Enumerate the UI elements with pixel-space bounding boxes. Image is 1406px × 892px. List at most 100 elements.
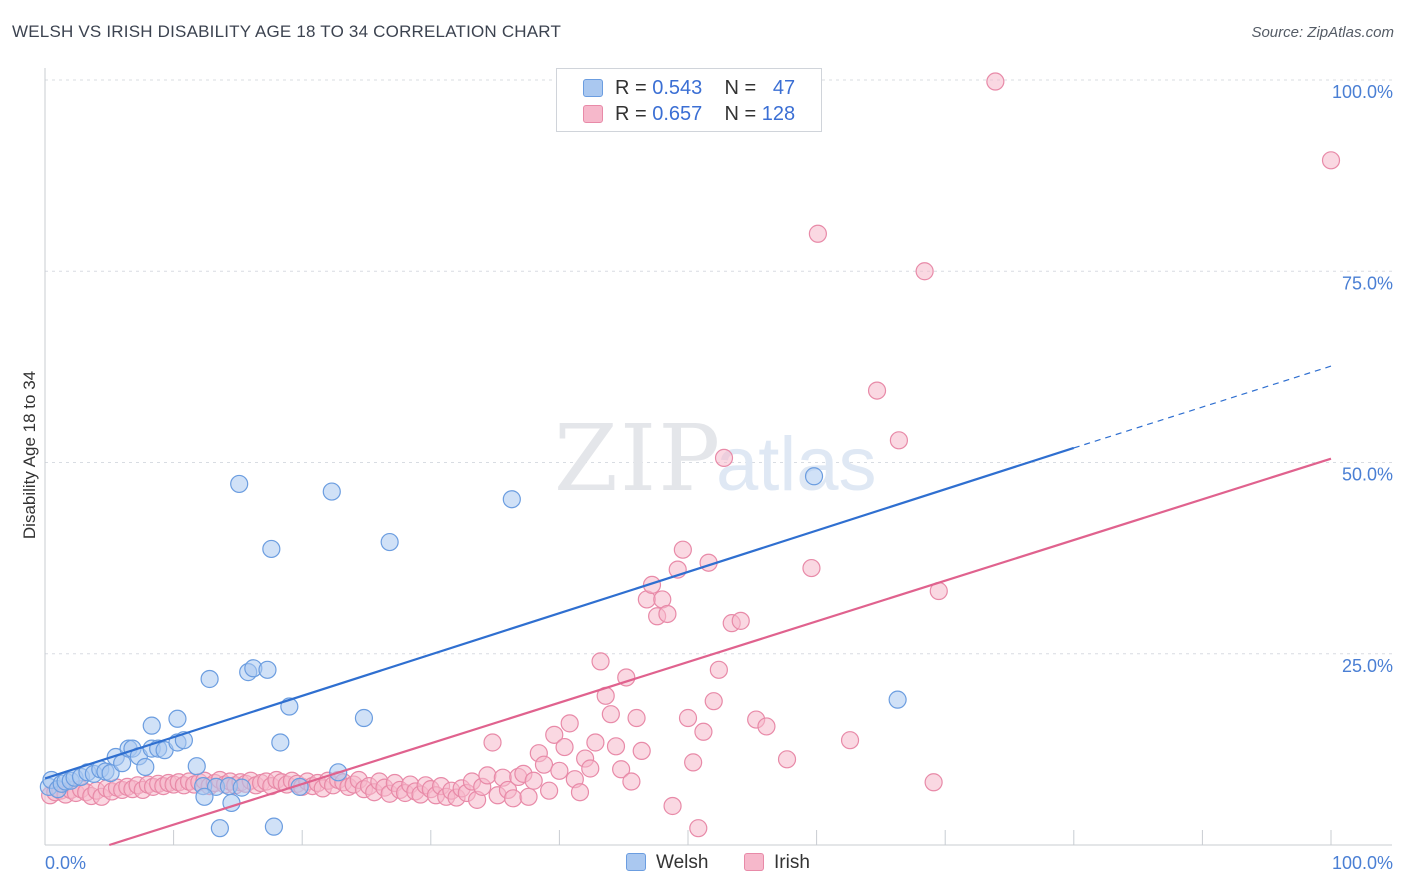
irish-point	[924, 773, 943, 792]
irish-point	[591, 652, 610, 671]
grid-lines	[45, 79, 1392, 655]
irish-point	[731, 611, 750, 630]
welsh-legend-label: Welsh	[656, 852, 709, 873]
irish-point	[678, 708, 698, 728]
legend-item-welsh[interactable]: Welsh	[626, 852, 708, 874]
irish-point	[478, 766, 497, 785]
watermark-atlas: atlas	[716, 422, 877, 507]
irish-point	[777, 750, 797, 769]
irish-swatch	[583, 105, 603, 123]
irish-point	[545, 725, 564, 744]
welsh-swatch	[583, 79, 603, 97]
irish-point	[689, 819, 708, 838]
r-value-irish: 0.657	[652, 103, 703, 125]
welsh-legend-swatch	[626, 853, 646, 871]
irish-point	[560, 714, 579, 733]
irish-point	[757, 717, 776, 736]
irish-point	[601, 705, 620, 724]
irish-point	[673, 540, 692, 559]
irish-point	[714, 448, 734, 468]
stats-legend: R = 0.543 N = 47 R = 0.657 N = 128	[556, 68, 822, 132]
welsh-point	[136, 757, 155, 777]
irish-point	[986, 72, 1005, 91]
source-label: Source: ZipAtlas.com	[1251, 24, 1394, 41]
r-label: R =	[615, 77, 647, 99]
irish-point	[483, 733, 502, 752]
irish-point	[540, 781, 559, 800]
irish-point	[709, 660, 728, 679]
irish-point	[622, 772, 641, 791]
irish-point	[606, 737, 626, 756]
welsh-trend-extension	[1073, 365, 1332, 449]
n-label: N =	[724, 77, 757, 99]
welsh-point	[168, 709, 187, 728]
watermark: ZIP atlas	[554, 405, 877, 512]
irish-point	[684, 753, 703, 772]
welsh-point	[888, 690, 907, 709]
welsh-points	[39, 467, 907, 838]
x-tick-label: 0.0%	[45, 853, 86, 873]
welsh-point	[101, 763, 120, 783]
irish-point	[642, 575, 662, 595]
welsh-point	[187, 757, 206, 776]
welsh-point	[271, 733, 290, 752]
irish-trend-line	[108, 457, 1332, 847]
welsh-point	[232, 778, 251, 797]
irish-point	[627, 708, 646, 728]
irish-point	[570, 783, 590, 802]
chart-title: WELSH VS IRISH DISABILITY AGE 18 TO 34 C…	[12, 22, 562, 41]
welsh-point	[200, 669, 219, 689]
y-tick-label: 75.0%	[1342, 273, 1393, 293]
tick-labels: 25.0% 50.0% 75.0% 100.0% 0.0% 100.0%	[45, 82, 1393, 873]
irish-point	[704, 692, 723, 711]
irish-point	[663, 796, 682, 816]
irish-point	[889, 431, 909, 450]
irish-point	[867, 381, 887, 400]
irish-point	[612, 760, 631, 779]
welsh-point	[142, 716, 161, 735]
axes	[44, 68, 1392, 846]
irish-legend-label: Irish	[774, 852, 810, 873]
irish-point	[586, 733, 605, 752]
legend-row-welsh-text: R = 0.543 N = 47	[615, 77, 795, 100]
welsh-point	[210, 819, 229, 838]
irish-point	[632, 741, 651, 761]
welsh-point	[264, 817, 284, 836]
irish-point	[802, 558, 821, 578]
irish-point	[550, 761, 569, 780]
irish-legend-swatch	[744, 853, 764, 871]
irish-point	[1321, 151, 1341, 170]
y-tick-label: 50.0%	[1342, 465, 1393, 485]
welsh-point	[354, 708, 374, 728]
welsh-point	[262, 539, 281, 559]
trend-lines	[44, 365, 1332, 847]
irish-point	[694, 722, 713, 741]
watermark-zip: ZIP	[554, 405, 722, 512]
irish-point	[581, 759, 600, 778]
irish-point	[504, 789, 523, 808]
n-label: N =	[724, 103, 757, 125]
r-value-welsh: 0.543	[652, 77, 703, 99]
n-value-welsh: 47	[772, 77, 796, 99]
welsh-point	[195, 787, 214, 806]
legend-item-irish[interactable]: Irish	[744, 852, 810, 874]
welsh-point	[380, 532, 399, 552]
r-label: R =	[615, 103, 647, 125]
welsh-point	[258, 660, 277, 679]
irish-point	[840, 731, 860, 750]
welsh-point	[230, 474, 249, 494]
y-axis-label: Disability Age 18 to 34	[20, 371, 39, 539]
irish-point	[519, 787, 538, 806]
welsh-point	[322, 482, 341, 501]
welsh-point	[804, 467, 824, 486]
n-value-irish: 128	[761, 103, 796, 125]
welsh-trend-line	[44, 446, 1075, 780]
welsh-point	[502, 490, 521, 509]
irish-point	[808, 224, 827, 243]
y-tick-label: 25.0%	[1342, 656, 1393, 676]
irish-point	[658, 604, 677, 624]
x-tick-label: 100.0%	[1332, 853, 1393, 873]
irish-point	[915, 262, 934, 281]
irish-point	[534, 755, 554, 774]
